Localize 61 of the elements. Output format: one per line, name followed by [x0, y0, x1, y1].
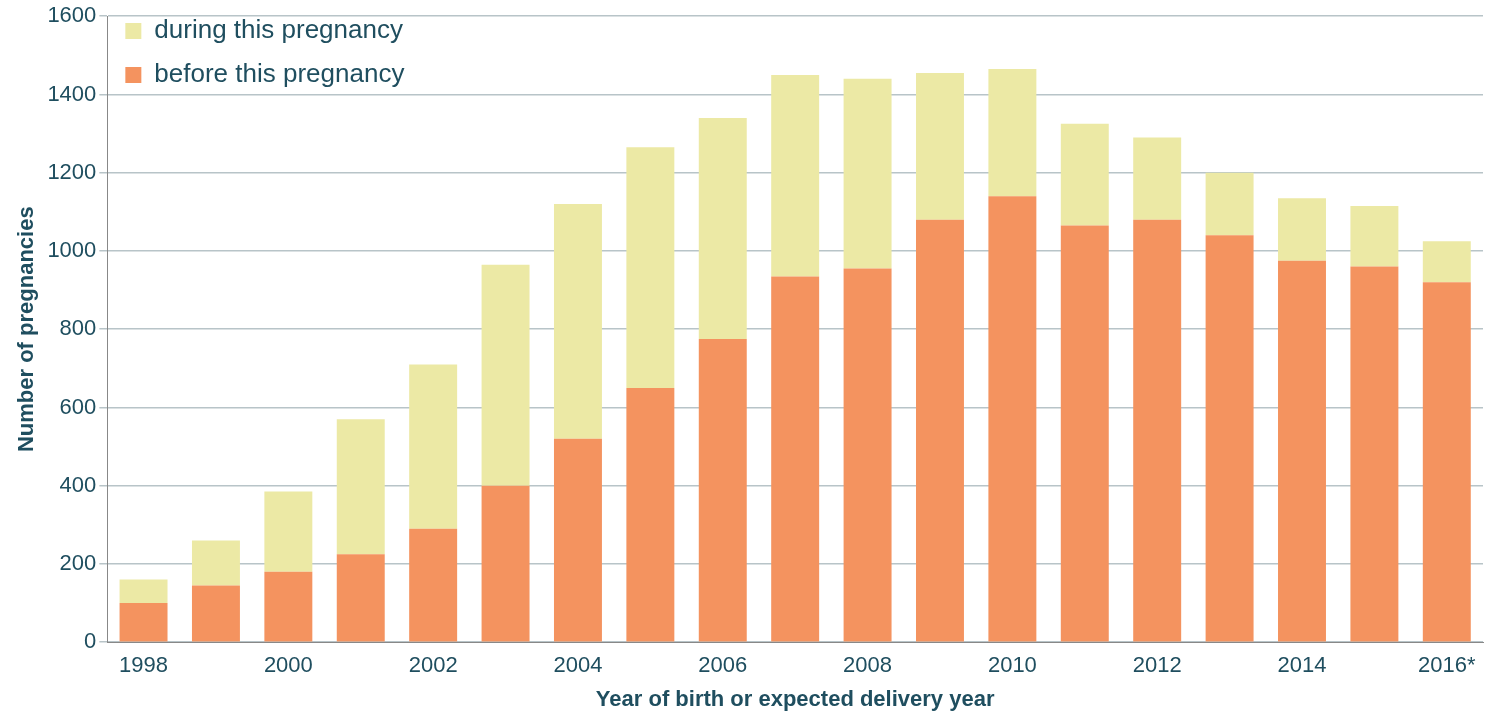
y-tick-label: 1200	[47, 158, 97, 184]
x-tick-label: 2004	[553, 652, 603, 678]
bar	[1278, 198, 1326, 261]
bar	[336, 419, 385, 555]
x-tick-label: 2000	[263, 652, 313, 678]
bar	[916, 72, 964, 220]
bar	[988, 196, 1037, 642]
bar	[1350, 266, 1399, 642]
y-tick-label: 200	[59, 550, 97, 576]
x-axis-title: Year of birth or expected delivery year	[595, 685, 995, 711]
x-tick-label: 2014	[1277, 652, 1327, 678]
x-tick-label: 2012	[1132, 652, 1182, 678]
bar	[698, 117, 747, 339]
bar	[191, 585, 240, 642]
bar	[1205, 235, 1254, 642]
bar	[191, 540, 240, 586]
bar	[1422, 241, 1471, 283]
bar	[1060, 225, 1109, 642]
y-tick-label: 600	[59, 393, 97, 419]
bar	[264, 491, 313, 572]
bar	[264, 571, 313, 642]
bar	[988, 69, 1037, 197]
x-tick-label: 2010	[987, 652, 1037, 678]
bar	[1350, 205, 1399, 267]
x-tick-label: 2002	[408, 652, 458, 678]
x-tick-label: 2008	[843, 652, 893, 678]
bar	[553, 438, 602, 642]
bar	[843, 78, 892, 269]
bar	[119, 579, 168, 604]
bar	[1060, 123, 1109, 226]
y-tick-label: 1400	[47, 80, 97, 106]
legend-label: during this pregnancy	[154, 14, 403, 45]
bar	[409, 528, 458, 642]
legend-label: before this pregnancy	[154, 58, 405, 89]
bar	[119, 603, 168, 642]
y-tick-label: 1000	[47, 237, 97, 263]
bar	[771, 74, 820, 277]
bar	[1133, 137, 1182, 220]
bar	[553, 204, 602, 439]
x-tick-label: 2006	[698, 652, 748, 678]
bar	[843, 268, 892, 642]
bar	[481, 264, 530, 486]
bar	[336, 554, 385, 642]
x-tick-label: 2016*	[1418, 652, 1476, 678]
bar	[481, 485, 530, 642]
y-tick-label: 400	[59, 471, 97, 497]
bar	[626, 147, 675, 388]
bar	[1205, 172, 1254, 236]
y-tick-label: 800	[59, 315, 97, 341]
y-tick-label: 1600	[47, 2, 97, 28]
y-tick-label: 0	[84, 628, 97, 654]
bar	[771, 276, 820, 642]
x-tick-label: 1998	[119, 652, 169, 678]
bar	[1133, 219, 1182, 642]
bar	[409, 364, 458, 529]
bar	[1278, 260, 1326, 642]
bar	[916, 219, 964, 642]
bar	[1422, 282, 1471, 642]
bar	[698, 338, 747, 642]
bar	[626, 387, 675, 642]
y-axis-title: Number of pregnancies	[13, 206, 39, 453]
